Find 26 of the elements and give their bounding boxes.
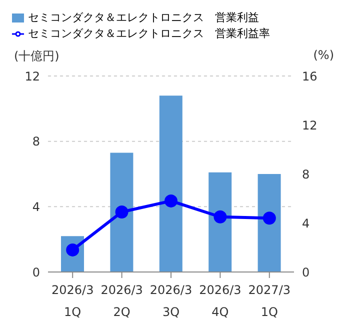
bar [208, 172, 232, 272]
y-tick-label: 8 [32, 134, 40, 149]
y-tick-label: 4 [32, 200, 40, 214]
x-tick-label: 2026/3 3Q [150, 283, 192, 319]
x-tick-label: 2026/3 4Q [199, 283, 242, 319]
point [214, 210, 227, 224]
x-tick-label: 2027/3 1Q [248, 283, 291, 319]
y-tick-label: 12 [24, 69, 40, 84]
y-tick-label: 0 [32, 265, 40, 280]
legend-label: セミコンダクタ＆エレクトロニクス 営業利益 [28, 11, 259, 24]
y-axis-title: (十億円) [14, 48, 60, 65]
point [115, 205, 128, 218]
point [164, 194, 178, 208]
y2-tick-label: 4 [302, 216, 310, 230]
x-tick-label: 2026/3 1Q [51, 283, 94, 319]
y2-tick-label: 0 [302, 265, 310, 280]
y2-tick-label: 8 [302, 167, 310, 182]
y2-tick-label: 16 [302, 69, 318, 84]
y2-tick-label: 12 [302, 118, 318, 132]
y2-axis-title: (%) [313, 48, 334, 62]
bar [159, 96, 182, 272]
bar [110, 152, 134, 272]
legend-label: セミコンダクタ＆エレクトロニクス 営業利益率 [28, 27, 270, 40]
bar [258, 174, 281, 272]
x-tick-label: 2026/3 2Q [100, 283, 143, 319]
point [262, 212, 276, 225]
